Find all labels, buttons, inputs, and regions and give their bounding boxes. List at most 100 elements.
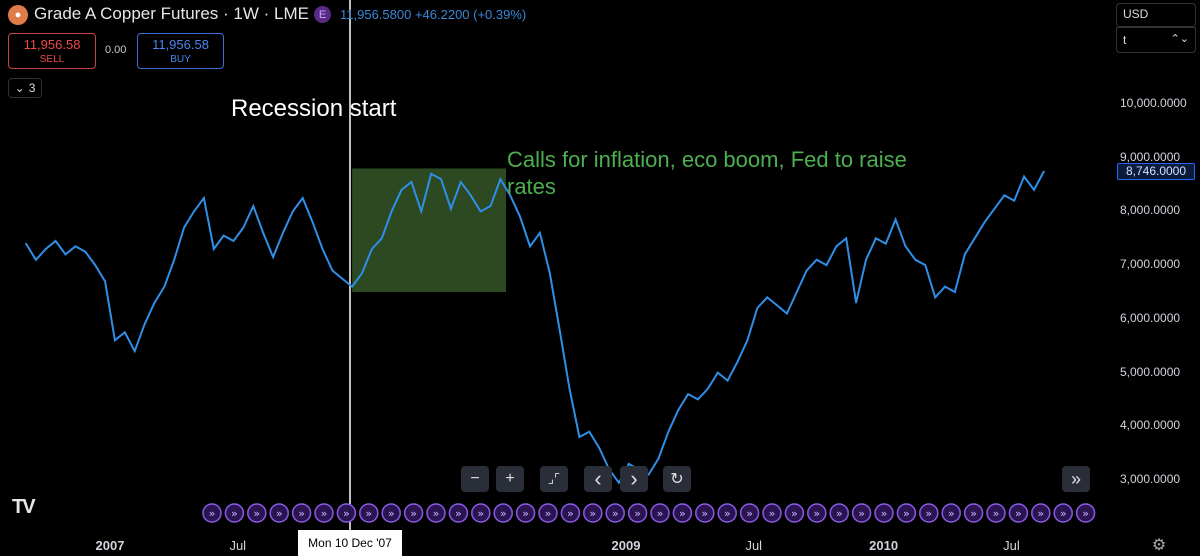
event-arrow-icon: » <box>343 507 350 520</box>
unit-select[interactable]: t ⌃⌄ <box>1116 27 1196 53</box>
x-tick-label: 2009 <box>611 538 641 553</box>
zoom-out-button[interactable]: − <box>461 466 489 492</box>
event-marker-icon[interactable] <box>560 503 581 523</box>
event-marker-icon[interactable] <box>874 503 894 523</box>
currency-select[interactable]: USD <box>1116 3 1196 27</box>
x-tick-label: Jul <box>1003 538 1020 553</box>
recession-annotation[interactable]: Recession start <box>231 95 397 122</box>
event-marker-icon[interactable] <box>336 503 357 523</box>
x-tick-label: 2007 <box>95 538 125 553</box>
inflation-annotation[interactable]: Calls for inflation, eco boom, Fed to ra… <box>507 147 907 199</box>
event-marker-icon[interactable] <box>1075 503 1096 523</box>
price-point <box>647 473 650 476</box>
event-marker-icon[interactable] <box>986 503 1006 523</box>
event-marker-icon[interactable] <box>403 503 424 523</box>
event-marker-icon[interactable] <box>627 503 648 523</box>
event-marker-icon[interactable] <box>717 503 737 523</box>
event-marker-icon[interactable] <box>963 503 984 523</box>
fit-arrows-icon[interactable]: ⌟⌜ <box>540 466 568 492</box>
price-point <box>687 393 689 395</box>
event-arrow-icon: » <box>567 507 574 520</box>
price-point <box>894 218 897 221</box>
highlight-region <box>352 168 506 292</box>
event-marker-icon[interactable] <box>493 503 513 523</box>
price-point <box>104 280 106 283</box>
event-marker-icon[interactable] <box>829 503 849 523</box>
copper-coins-icon: ● <box>8 5 28 25</box>
event-marker-icon[interactable] <box>941 503 961 523</box>
settings-gear-icon[interactable]: ⚙ <box>1151 537 1167 554</box>
indicators-toggle-button[interactable]: ⌄ 3 <box>8 78 42 98</box>
y-tick-label: 8,000.0000 <box>1120 203 1181 218</box>
event-arrow-icon: » <box>276 507 283 520</box>
event-marker-icon[interactable] <box>695 503 715 523</box>
event-marker-icon[interactable] <box>515 503 536 523</box>
event-marker-icon[interactable] <box>605 503 625 523</box>
buy-button[interactable]: 11,956.58 BUY <box>137 33 224 69</box>
scroll-right-button[interactable]: › <box>620 466 648 492</box>
event-marker-icon[interactable] <box>448 503 469 523</box>
event-marker-icon[interactable] <box>919 503 939 523</box>
price-point <box>865 258 867 261</box>
event-marker-icon[interactable] <box>896 503 917 523</box>
symbol-title[interactable]: Grade A Copper Futures · 1W · LME <box>34 4 309 23</box>
event-marker-icon[interactable] <box>291 503 312 523</box>
price-point <box>855 301 857 304</box>
price-point <box>301 197 304 199</box>
price-point <box>203 197 205 199</box>
event-marker-icon[interactable] <box>1031 503 1051 523</box>
event-marker-icon[interactable] <box>672 503 693 523</box>
event-marker-icon[interactable] <box>784 503 805 523</box>
event-marker-icon[interactable] <box>426 503 446 523</box>
price-point <box>262 232 264 234</box>
event-arrow-icon: » <box>657 507 664 520</box>
y-tick-label: 3,000.0000 <box>1120 472 1181 486</box>
scroll-left-button[interactable]: ‹ <box>584 466 612 492</box>
event-arrow-icon: » <box>522 507 529 520</box>
event-marker-icon[interactable] <box>739 503 760 523</box>
event-marker-icon[interactable] <box>650 503 670 523</box>
x-tick-label: Jul <box>229 538 247 553</box>
price-point <box>944 285 946 288</box>
chevron-down-icon: ⌄ <box>14 81 25 95</box>
sell-button[interactable]: 11,956.58 SELL <box>8 33 96 69</box>
price-point <box>904 245 907 248</box>
go-to-realtime-button[interactable]: » <box>1062 466 1090 492</box>
event-marker-icon[interactable] <box>202 503 222 523</box>
zoom-in-button[interactable]: + <box>496 466 524 492</box>
event-marker-icon[interactable] <box>1008 503 1029 523</box>
price-point <box>183 226 185 229</box>
event-arrow-icon: » <box>1015 507 1022 520</box>
event-marker-icon[interactable] <box>807 503 827 523</box>
price-series-line <box>25 170 1045 485</box>
price-point <box>548 272 551 275</box>
buy-label: BUY <box>170 54 191 65</box>
event-arrow-icon: » <box>634 507 641 520</box>
price-point <box>64 253 67 256</box>
refresh-icon[interactable]: ↻ <box>663 466 691 492</box>
event-marker-icon[interactable] <box>224 503 245 523</box>
event-marker-icon[interactable] <box>359 503 379 523</box>
event-marker-icon[interactable] <box>471 503 491 523</box>
event-marker-icon[interactable] <box>583 503 603 523</box>
x-tick-label: 2010 <box>869 538 899 553</box>
event-arrow-icon: » <box>881 507 888 520</box>
event-marker-icon[interactable] <box>851 503 872 523</box>
event-marker-icon[interactable] <box>762 503 782 523</box>
event-marker-icon[interactable] <box>538 503 558 523</box>
event-marker-icon[interactable] <box>1053 503 1073 523</box>
event-marker-icon[interactable] <box>247 503 267 523</box>
price-point <box>588 430 591 433</box>
event-marker-icon[interactable] <box>314 503 334 523</box>
price-point <box>469 194 472 197</box>
spread-value: 0.00 <box>105 44 127 56</box>
price-point <box>786 312 788 315</box>
price-point <box>914 258 917 261</box>
price-point <box>707 387 709 390</box>
price-point <box>746 339 749 342</box>
event-marker-icon[interactable] <box>269 503 289 523</box>
event-marker-icon[interactable] <box>381 503 401 523</box>
price-point <box>282 232 284 234</box>
price-point <box>25 242 27 245</box>
price-chart[interactable] <box>0 0 1112 530</box>
